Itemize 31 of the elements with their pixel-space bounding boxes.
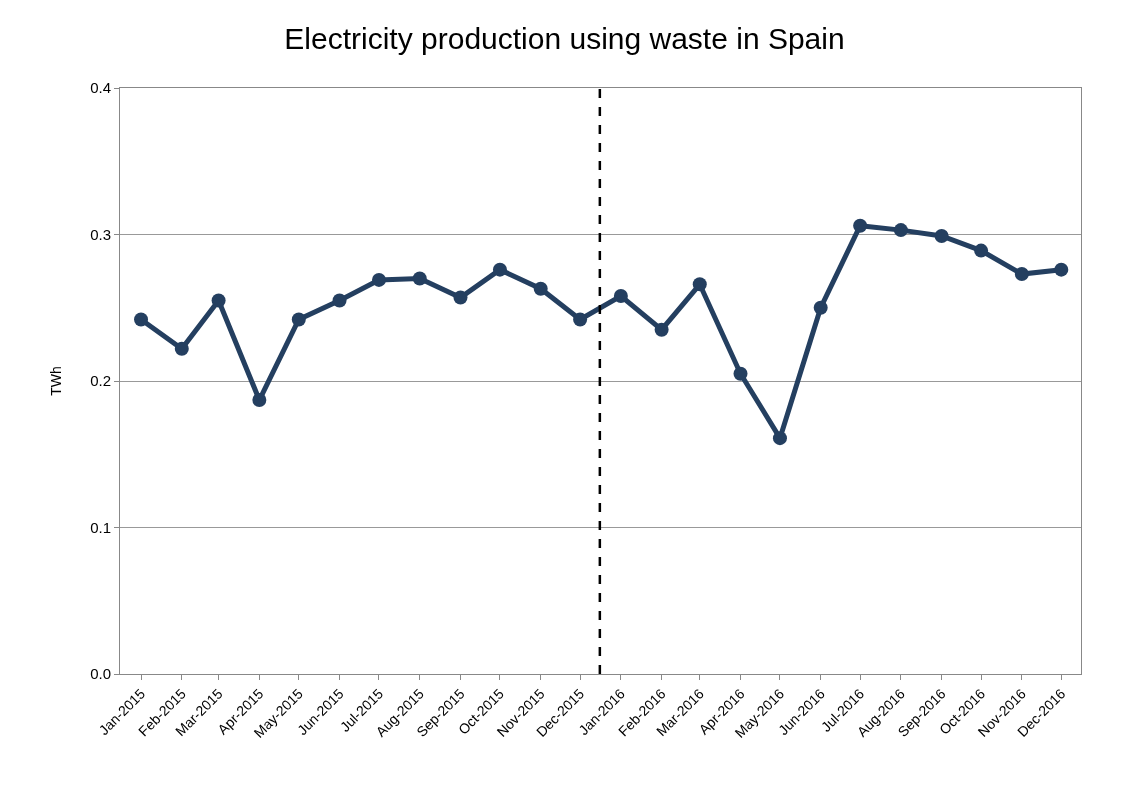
point — [412, 271, 427, 286]
point — [1054, 262, 1069, 277]
y-axis-title: TWh — [47, 366, 64, 396]
point — [692, 277, 707, 292]
point — [174, 341, 189, 356]
point — [733, 366, 748, 381]
point — [813, 300, 828, 315]
point — [533, 281, 548, 296]
point — [211, 293, 226, 308]
point — [1014, 267, 1029, 282]
y-tick-label: 0.2 — [90, 372, 111, 390]
y-tick-label: 0.1 — [90, 518, 111, 536]
point — [252, 393, 267, 408]
point — [613, 289, 628, 304]
chart-title: Electricity production using waste in Spain — [284, 21, 845, 55]
y-tick-label: 0.3 — [90, 225, 111, 243]
y-tick-label: 0.0 — [90, 665, 111, 683]
point — [492, 262, 507, 277]
point — [453, 290, 468, 305]
point — [332, 293, 347, 308]
point — [974, 243, 989, 258]
y-tick-label: 0.4 — [90, 79, 111, 97]
point — [654, 322, 669, 337]
point — [853, 218, 868, 233]
point — [371, 272, 386, 287]
point — [893, 223, 908, 238]
point — [934, 228, 949, 243]
point — [134, 312, 149, 327]
point — [573, 312, 588, 327]
point — [772, 431, 787, 446]
point — [291, 312, 306, 327]
